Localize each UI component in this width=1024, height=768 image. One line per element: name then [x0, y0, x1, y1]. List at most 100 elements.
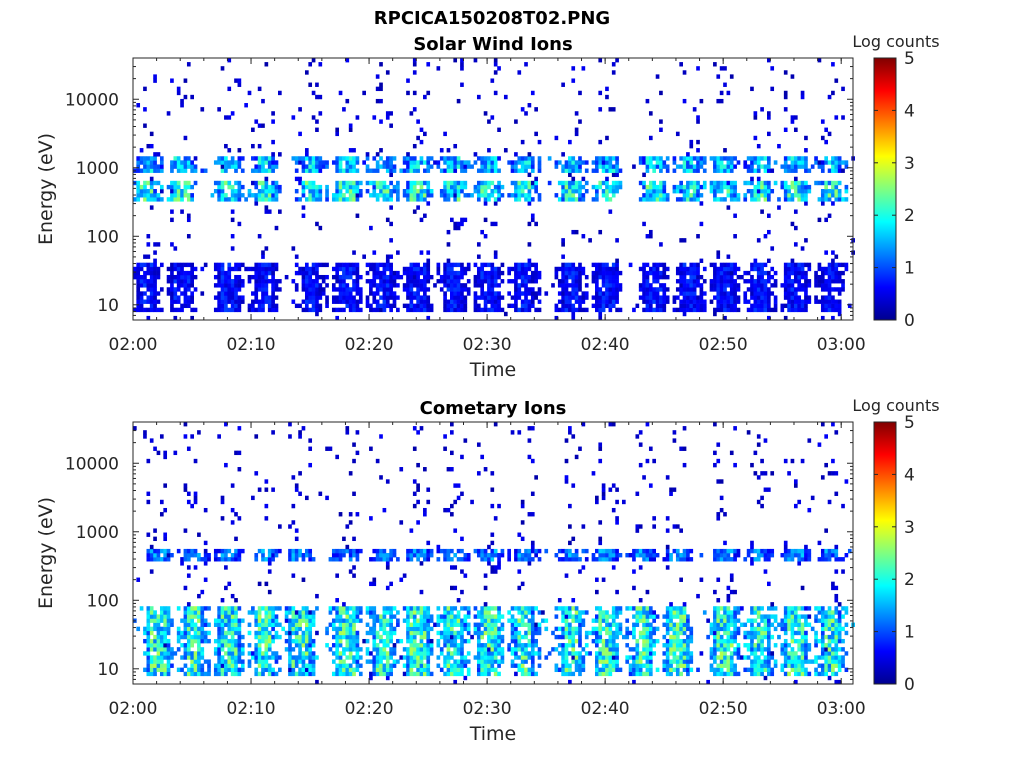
heatmap-cell [348, 471, 353, 476]
heatmap-cell [824, 250, 828, 255]
heatmap-cell [480, 189, 485, 194]
heatmap-cell [419, 618, 424, 623]
heatmap-cell [800, 184, 805, 190]
heatmap-cell [261, 164, 265, 169]
heatmap-cell [571, 156, 576, 161]
heatmap-cell [352, 622, 356, 627]
heatmap-cell [254, 291, 259, 296]
heatmap-cell [686, 152, 690, 157]
heatmap-cell [348, 287, 353, 292]
heatmap-cell [696, 270, 700, 276]
heatmap-cell [412, 479, 417, 484]
heatmap-cell [149, 295, 154, 300]
heatmap-cell [311, 90, 316, 96]
heatmap-cell [446, 606, 451, 611]
heatmap-cell [271, 262, 275, 268]
heatmap-cell [213, 180, 218, 186]
heatmap-cell [463, 663, 468, 668]
heatmap-cell [466, 160, 471, 165]
heatmap-cell [713, 307, 717, 313]
heatmap-cell [483, 262, 488, 268]
heatmap-cell [436, 279, 441, 284]
heatmap-cell [234, 168, 238, 173]
heatmap-cell [483, 234, 488, 239]
heatmap-cell [804, 303, 808, 309]
heatmap-cell [574, 291, 579, 296]
heatmap-cell [750, 291, 754, 296]
heatmap-cell [375, 659, 380, 664]
heatmap-cell [682, 270, 687, 276]
heatmap-cell [311, 557, 316, 562]
heatmap-cell [261, 303, 265, 309]
heatmap-cell [500, 184, 505, 190]
heatmap-cell [453, 606, 458, 611]
heatmap-cell [213, 622, 218, 627]
heatmap-cell [136, 307, 141, 313]
heatmap-cell [257, 610, 262, 615]
heatmap-cell [493, 274, 498, 280]
heatmap-cell [237, 283, 242, 288]
heatmap-cell [338, 193, 343, 198]
heatmap-cell [473, 152, 478, 157]
heatmap-cell [487, 659, 491, 664]
heatmap-cell [601, 299, 606, 304]
heatmap-cell [338, 622, 343, 627]
heatmap-cell [412, 606, 417, 611]
heatmap-cell [446, 663, 451, 668]
heatmap-cell [220, 279, 225, 284]
heatmap-cell [648, 234, 653, 239]
heatmap-cell [611, 184, 616, 190]
heatmap-cell [220, 655, 225, 660]
heatmap-cell [396, 197, 400, 202]
heatmap-cell [824, 270, 828, 276]
heatmap-cell [652, 279, 657, 284]
heatmap-cell [372, 156, 377, 161]
heatmap-cell [345, 426, 350, 431]
heatmap-cell [804, 164, 808, 169]
heatmap-cell [156, 270, 161, 276]
heatmap-cell [240, 262, 245, 268]
heatmap-cell [146, 622, 151, 627]
heatmap-cell [251, 651, 255, 656]
heatmap-cell [753, 197, 758, 202]
heatmap-cell [183, 262, 188, 268]
heatmap-cell [733, 299, 737, 304]
heatmap-cell [156, 638, 161, 644]
heatmap-cell [365, 156, 370, 161]
heatmap-cell [331, 274, 336, 280]
heatmap-cell [352, 279, 356, 284]
heatmap-cell [311, 279, 316, 284]
heatmap-cell [702, 291, 707, 296]
heatmap-cell [271, 139, 275, 145]
heatmap-cell [756, 266, 761, 272]
heatmap-cell [726, 189, 731, 194]
heatmap-cell [726, 274, 731, 280]
heatmap-cell [389, 667, 393, 673]
heatmap-cell [224, 295, 228, 300]
heatmap-cell [534, 291, 538, 296]
heatmap-cell [487, 197, 491, 202]
heatmap-cell [257, 618, 262, 623]
heatmap-cell [456, 303, 461, 309]
heatmap-cell [662, 180, 667, 186]
heatmap-cell [446, 242, 451, 247]
heatmap-cell [264, 168, 269, 173]
heatmap-cell [446, 189, 451, 194]
heatmap-cell [520, 266, 525, 272]
heatmap-cell [186, 643, 191, 648]
heatmap-cell [719, 307, 724, 313]
heatmap-cell [304, 548, 309, 554]
heatmap-cell [345, 262, 350, 268]
heatmap-cell [476, 307, 481, 313]
heatmap-cell [729, 270, 734, 276]
heatmap-cell [274, 279, 279, 284]
heatmap-cell [493, 58, 498, 63]
heatmap-cell [520, 164, 525, 169]
heatmap-cell [463, 299, 468, 304]
heatmap-cell [156, 643, 161, 648]
heatmap-cell [362, 638, 366, 644]
heatmap-cell [760, 193, 764, 198]
heatmap-cell [480, 557, 485, 562]
heatmap-cell [362, 90, 366, 96]
heatmap-cell [412, 295, 417, 300]
